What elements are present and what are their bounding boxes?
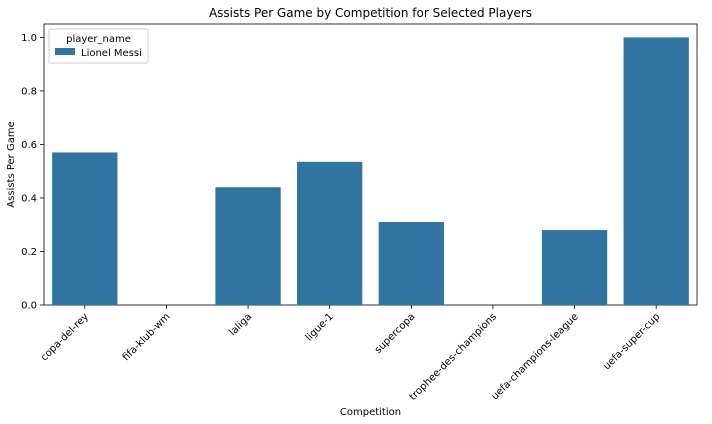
y-axis: 0.0 0.2 0.4 0.6 0.8 1.0	[21, 33, 44, 312]
legend-label: Lionel Messi	[81, 48, 142, 59]
x-tick-label: uefa-champions-league	[490, 311, 581, 402]
y-tick-label: 0.6	[21, 140, 37, 151]
y-tick-label: 1.0	[21, 33, 37, 44]
legend: player_name Lionel Messi	[48, 28, 149, 64]
bar-uefa-super-cup	[623, 37, 689, 305]
x-axis-title: Competition	[340, 407, 401, 418]
x-tick-label: copa-del-rey	[39, 311, 91, 363]
chart-title: Assists Per Game by Competition for Sele…	[209, 6, 532, 20]
legend-title: player_name	[66, 34, 131, 45]
bar-copa-del-rey	[52, 152, 118, 305]
y-tick-label: 0.8	[21, 86, 37, 97]
x-tick-label: trophee-des-champions	[408, 311, 499, 402]
legend-swatch	[55, 48, 75, 55]
x-tick-label: uefa-super-cup	[601, 311, 662, 372]
x-tick-label: ligue-1	[304, 311, 336, 343]
x-tick-label: supercopa	[373, 311, 418, 356]
x-tick-label: fifa-klub-wm	[121, 311, 173, 363]
x-tick-label: laliga	[227, 311, 254, 338]
y-tick-label: 0.2	[21, 247, 37, 258]
bar-ligue-1	[297, 161, 363, 305]
bars-group	[52, 37, 689, 305]
bar-supercopa	[378, 222, 444, 305]
bar-laliga	[215, 187, 281, 305]
x-axis: copa-del-rey fifa-klub-wm laliga ligue-1 sup…	[39, 305, 662, 403]
y-tick-label: 0.0	[21, 301, 37, 312]
bar-uefa-champions-league	[541, 230, 608, 305]
y-tick-label: 0.4	[21, 193, 37, 204]
y-axis-title: Assists Per Game	[6, 121, 17, 207]
plot-area: 0.0 0.2 0.4 0.6 0.8 1.0 copa-del-rey fifa-klub…	[21, 23, 698, 403]
